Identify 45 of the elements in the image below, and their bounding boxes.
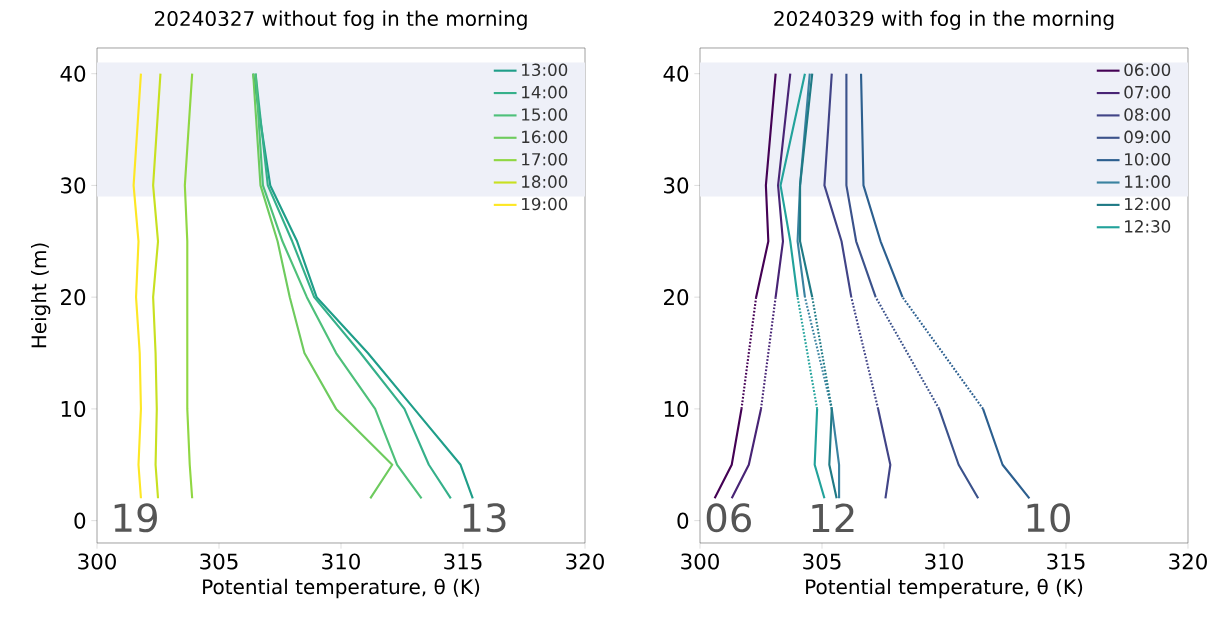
legend-label: 16:00 bbox=[522, 130, 568, 144]
x-tick-label: 310 bbox=[925, 553, 963, 570]
y-tick-label: 0 bbox=[677, 512, 689, 529]
y-tick-label: 20 bbox=[61, 289, 86, 306]
legend-label: 15:00 bbox=[522, 108, 568, 121]
y-tick-label: 30 bbox=[664, 177, 689, 194]
x-tick-label: 315 bbox=[444, 553, 482, 570]
annotation: 13 bbox=[463, 503, 506, 533]
x-axis-title: Potential temperature, θ (K) bbox=[806, 578, 1083, 599]
legend-label: 06:00 bbox=[1124, 63, 1171, 77]
annotation: 19 bbox=[114, 503, 157, 533]
x-tick-label: 300 bbox=[78, 553, 116, 570]
y-tick-label: 30 bbox=[61, 177, 86, 194]
y-tick-label: 20 bbox=[664, 289, 689, 306]
annotation: 10 bbox=[1027, 503, 1070, 533]
legend-label: 19:00 bbox=[522, 197, 568, 211]
legend-label: 14:00 bbox=[522, 85, 568, 99]
legend-label: 12:30 bbox=[1125, 220, 1171, 233]
legend-label: 12:00 bbox=[1125, 197, 1171, 211]
legend-label: 08:00 bbox=[1124, 108, 1171, 121]
annotation: 12 bbox=[812, 503, 854, 533]
x-tick-label: 305 bbox=[803, 553, 841, 570]
legend-label: 07:00 bbox=[1124, 85, 1171, 99]
chart-title: 20240327 without fog in the morning bbox=[154, 10, 527, 30]
y-tick-label: 40 bbox=[60, 65, 86, 82]
y-tick-label: 0 bbox=[74, 512, 86, 529]
x-tick-label: 315 bbox=[1047, 553, 1085, 570]
legend-label: 09:00 bbox=[1124, 130, 1171, 144]
y-axis-title: Height (m) bbox=[30, 243, 51, 348]
x-tick-label: 300 bbox=[681, 553, 719, 570]
legend-label: 13:00 bbox=[522, 63, 568, 77]
legend-label: 17:00 bbox=[522, 152, 568, 166]
x-tick-label: 305 bbox=[200, 553, 238, 570]
y-tick-label: 10 bbox=[61, 400, 86, 417]
chart-title: 20240329 with fog in the morning bbox=[774, 10, 1114, 30]
x-tick-label: 320 bbox=[1169, 553, 1207, 570]
legend-label: 18:00 bbox=[522, 175, 568, 188]
y-tick-label: 40 bbox=[663, 65, 689, 82]
annotation: 06 bbox=[706, 503, 751, 533]
legend-label: 11:00 bbox=[1125, 175, 1171, 188]
x-tick-label: 320 bbox=[566, 553, 604, 570]
x-axis-title: Potential temperature, θ (K) bbox=[203, 578, 480, 599]
legend-label: 10:00 bbox=[1125, 152, 1171, 166]
x-tick-label: 310 bbox=[322, 553, 360, 570]
y-tick-label: 10 bbox=[664, 400, 689, 417]
